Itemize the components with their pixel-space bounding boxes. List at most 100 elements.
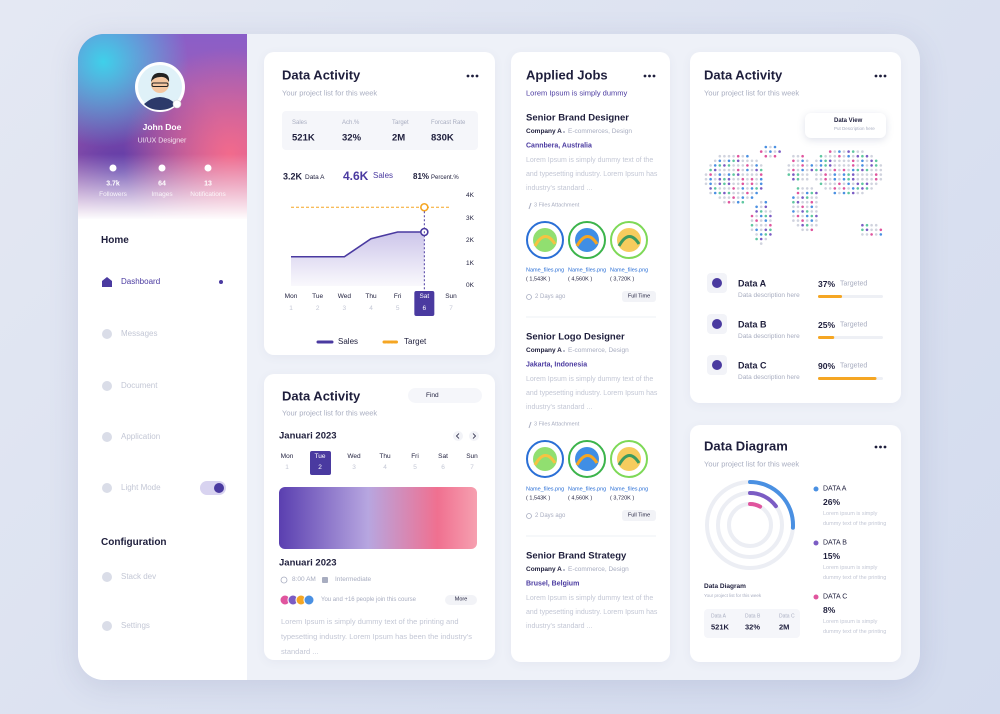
stat-value: 2M	[392, 132, 406, 144]
y-tick-label: 3K	[466, 214, 474, 222]
x-tick-date: 6	[422, 304, 427, 312]
card-title: Data Activity	[282, 67, 361, 83]
menu-item[interactable]: Stack dev	[121, 572, 157, 581]
event-description: Lorem Ipsum is simply dummy text of the …	[281, 617, 472, 656]
section-heading: Configuration	[101, 537, 167, 548]
card-title: Data Activity	[282, 388, 361, 404]
legend-value: 8%	[823, 604, 836, 615]
stat-value: 521K	[292, 132, 315, 144]
job-title: Senior Brand Strategy	[526, 550, 627, 562]
file-size: ( 3,720K )	[610, 276, 635, 283]
card-title: Data Diagram	[704, 438, 788, 454]
x-tick-label: Tue	[312, 292, 324, 300]
x-tick-label: Thu	[365, 292, 377, 300]
x-tick-label: Wed	[337, 292, 351, 300]
stat-label: Notifications	[190, 190, 226, 198]
file-name: Name_files.png	[526, 267, 565, 274]
item-name: Data C	[738, 360, 767, 371]
stat-value: 2M	[779, 622, 790, 632]
stat-label: Forcast Rate	[431, 120, 466, 126]
search-placeholder[interactable]: Find	[426, 391, 439, 399]
job-description: Lorem Ipsum is simply dummy text of the …	[526, 595, 658, 630]
job-company: Company A	[526, 346, 562, 354]
summary-value: 3.2K	[283, 171, 303, 182]
menu-item[interactable]: Settings	[121, 621, 150, 630]
file-size: ( 1,543K )	[526, 495, 551, 502]
x-tick-label: Mon	[284, 292, 298, 300]
x-tick-date: 1	[289, 304, 293, 312]
day-label: Mon	[280, 452, 294, 460]
day-label: Tue	[314, 452, 326, 460]
attachments: 3 Files Attachment	[534, 202, 580, 209]
item-name: Data B	[738, 319, 767, 330]
file-name: Name_files.png	[610, 486, 649, 493]
file-name: Name_files.png	[568, 486, 607, 493]
x-tick-date: 4	[369, 304, 373, 312]
card-subtitle: Your project list for this week	[282, 408, 378, 418]
card	[511, 52, 670, 662]
month: Januari 2023	[279, 430, 337, 442]
job-type-badge	[622, 510, 656, 521]
menu-item[interactable]: Light Mode	[121, 483, 161, 492]
x-tick-label: Sat	[419, 292, 430, 300]
card-subtitle: Your project list for this week	[704, 88, 800, 98]
file-size: ( 1,543K )	[526, 276, 551, 283]
more-button[interactable]	[445, 595, 477, 605]
legend-label: Sales	[338, 337, 359, 346]
y-tick-label: 1K	[466, 259, 474, 267]
day-date: 5	[413, 463, 417, 471]
card-title: Data Activity	[704, 67, 783, 83]
card-title: Applied Jobs	[526, 67, 608, 83]
job-title: Senior Logo Designer	[526, 331, 625, 343]
day-label: Wed	[347, 452, 361, 460]
stat-label: Data A	[711, 613, 727, 620]
stat-value: 64	[158, 180, 166, 188]
y-tick-label: 2K	[466, 236, 474, 244]
stat-value: 13	[204, 180, 212, 188]
x-tick-date: 5	[395, 304, 400, 312]
day-date: 3	[352, 463, 356, 471]
stats-box	[704, 609, 800, 638]
file-name: Name_files.png	[610, 267, 649, 274]
legend-name: DATA C	[823, 593, 848, 601]
item-status: Targeted	[840, 280, 868, 288]
more-button-label[interactable]: More	[454, 596, 468, 603]
event-level: Intermediate	[335, 575, 372, 583]
job-posted: 2 Days ago	[535, 294, 566, 300]
summary-value: 4.6K	[343, 169, 369, 183]
job-location: Brusel, Belgium	[526, 580, 580, 588]
stat-value: 32%	[745, 622, 761, 632]
day-label: Thu	[379, 452, 391, 460]
x-tick-date: 3	[342, 304, 347, 312]
menu-item[interactable]: Application	[121, 432, 161, 441]
item-description: Data description here	[738, 332, 800, 340]
event-title: Januari 2023	[279, 557, 337, 569]
tooltip-text: Put Description here	[834, 125, 875, 131]
summary-label: Sales	[373, 171, 394, 180]
job-type-badge	[622, 291, 656, 302]
day-label: Sat	[438, 452, 448, 460]
stat-label: Target	[392, 120, 409, 126]
stat-label: Images	[151, 190, 173, 198]
day-date: 6	[441, 463, 445, 471]
job-field: E-commerce, Design	[568, 346, 629, 354]
menu-item[interactable]: Messages	[121, 329, 158, 338]
card-subtitle: Your project list for this week	[282, 88, 378, 98]
x-tick-date: 2	[315, 304, 320, 312]
job-company: Company A	[526, 127, 562, 135]
search-box[interactable]	[408, 388, 482, 403]
item-status: Targeted	[840, 321, 868, 329]
item-status: Targeted	[840, 362, 868, 370]
event-time: 8:00 AM	[292, 575, 316, 583]
menu-item[interactable]: Document	[121, 381, 158, 390]
legend-text: Lorem ipsum is simply dummy text of the …	[823, 511, 887, 527]
job-company: Company A	[526, 565, 562, 573]
stat-value: 830K	[431, 132, 454, 144]
menu-item[interactable]: Dashboard	[121, 277, 161, 286]
card	[264, 52, 495, 355]
profile-role: UI/UX Designer	[137, 137, 187, 145]
day-date: 4	[383, 463, 387, 471]
attachments: 3 Files Attachment	[534, 421, 580, 428]
